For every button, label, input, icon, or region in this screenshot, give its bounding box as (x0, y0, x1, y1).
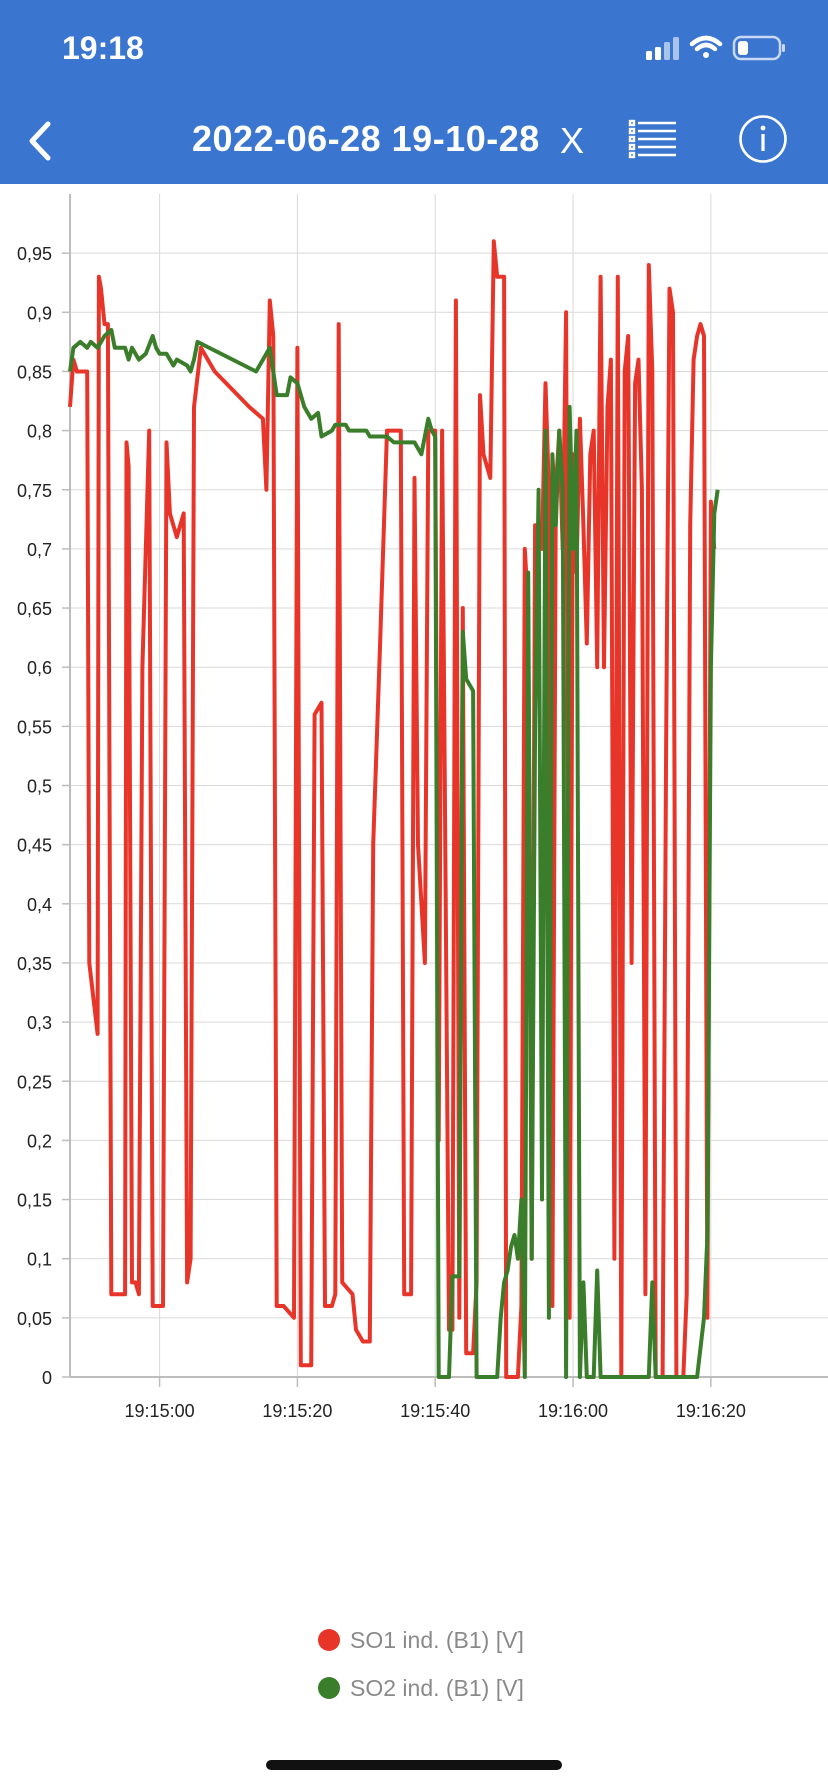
y-tick-label: 0,6 (27, 658, 52, 678)
signal-icon (646, 37, 679, 60)
y-tick-label: 0,95 (17, 244, 52, 264)
wifi-icon (689, 35, 723, 58)
x-tick-label: 19:16:00 (538, 1401, 608, 1421)
y-tick-label: 0,75 (17, 481, 52, 501)
y-tick-label: 0,8 (27, 422, 52, 442)
y-tick-label: 0,4 (27, 895, 52, 915)
y-tick-label: 0,7 (27, 540, 52, 560)
legend-label-so1: SO1 ind. (B1) [V] (350, 1626, 524, 1653)
legend-dot-so1 (318, 1629, 340, 1651)
y-tick-label: 0,45 (17, 836, 52, 856)
chart-series (68, 239, 720, 1379)
info-button[interactable] (738, 114, 788, 164)
y-tick-label: 0 (42, 1368, 52, 1388)
y-tick-label: 0,3 (27, 1013, 52, 1033)
y-tick-label: 0,1 (27, 1250, 52, 1270)
y-tick-label: 0,15 (17, 1191, 52, 1211)
series-line-1 (68, 239, 717, 1379)
app-header: 19:18 2022-06-28 19-10-28 X (0, 0, 828, 184)
back-button[interactable] (22, 118, 62, 164)
list-icon (628, 119, 676, 159)
back-chevron-icon (29, 121, 51, 161)
y-tick-label: 0,05 (17, 1309, 52, 1329)
nav-title-bar: 2022-06-28 19-10-28 X (0, 108, 828, 168)
home-indicator (266, 1760, 562, 1770)
y-tick-label: 0,25 (17, 1072, 52, 1092)
x-tick-label: 19:15:20 (262, 1401, 332, 1421)
status-icons (646, 35, 785, 61)
legend-dot-so2 (318, 1677, 340, 1699)
line-chart: 0 0,05 0,1 0,15 0,2 0,25 0,3 0,35 0,4 0,45 0,5 0,55… (17, 194, 828, 1421)
legend-item-so2[interactable]: SO2 ind. (B1) [V] (318, 1668, 524, 1708)
y-tick-label: 0,2 (27, 1131, 52, 1151)
x-tick-label: 19:15:00 (125, 1401, 195, 1421)
y-tick-label: 0,9 (27, 303, 52, 323)
y-tick-label: 0,85 (17, 362, 52, 382)
info-icon (739, 115, 787, 163)
status-time: 19:18 (62, 30, 144, 66)
page-title: 2022-06-28 19-10-28 (192, 118, 540, 159)
y-tick-label: 0,65 (17, 599, 52, 619)
y-tick-label: 0,35 (17, 954, 52, 974)
x-tick-label: 19:15:40 (400, 1401, 470, 1421)
battery-icon (732, 35, 785, 61)
series-line-2 (68, 328, 720, 1379)
y-tick-label: 0,55 (17, 717, 52, 737)
x-tick-label: 19:16:20 (676, 1401, 746, 1421)
legend-item-so1[interactable]: SO1 ind. (B1) [V] (318, 1620, 524, 1660)
legend-label-so2: SO2 ind. (B1) [V] (350, 1674, 524, 1701)
list-button[interactable] (628, 118, 678, 160)
y-tick-label: 0,5 (27, 777, 52, 797)
close-button[interactable]: X (560, 120, 585, 161)
